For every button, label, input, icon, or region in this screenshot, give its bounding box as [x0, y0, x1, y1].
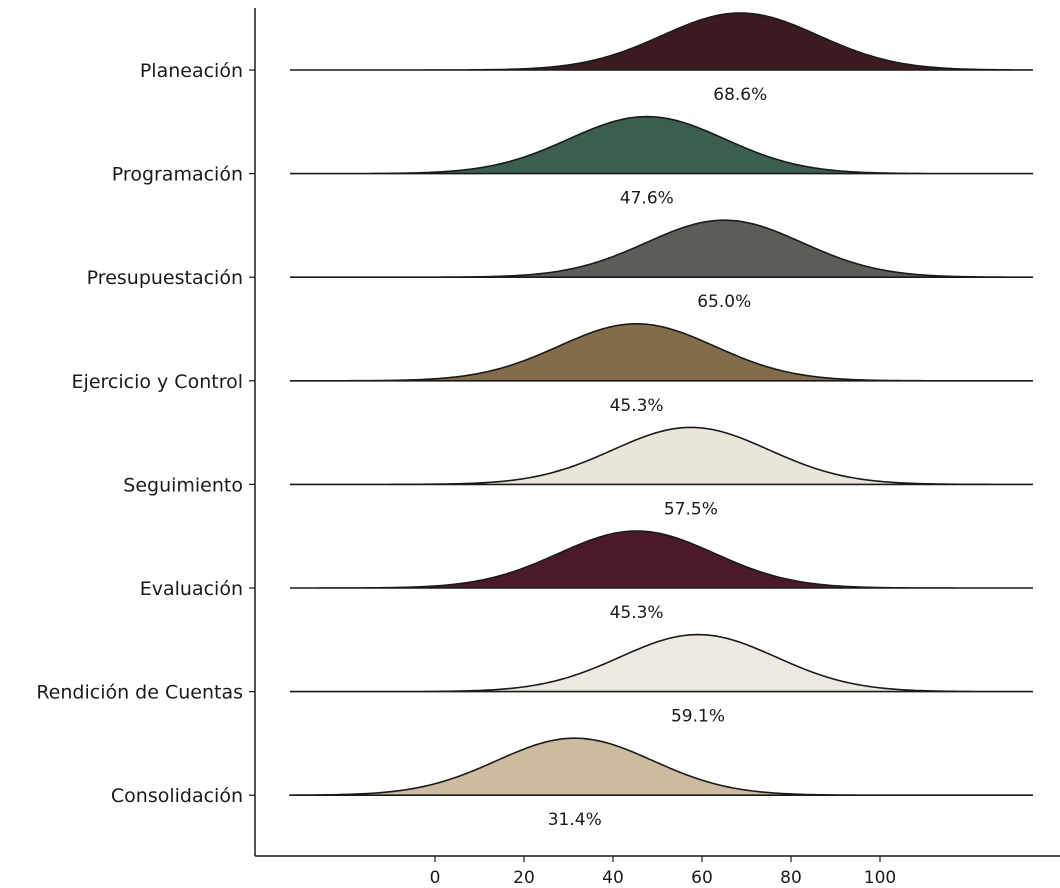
- x-tick-label-20: 20: [513, 868, 535, 888]
- x-axis-ticks: 0 20 40 60 80 100: [430, 856, 896, 888]
- ridge-ejercicio-y-control: [290, 323, 1033, 382]
- x-tick-label-0: 0: [430, 868, 441, 888]
- category-label-presupuestacion: Presupuestación: [87, 267, 243, 289]
- category-label-programacion: Programación: [112, 164, 243, 186]
- ridge-programacion: [290, 115, 1033, 175]
- value-label-evaluacion: 45.3%: [610, 603, 664, 623]
- value-label-presupuestacion: 65.0%: [697, 292, 751, 312]
- category-label-planeacion: Planeación: [140, 60, 243, 82]
- ridge-evaluacion: [290, 530, 1033, 589]
- category-label-rendicion-de-cuentas: Rendición de Cuentas: [36, 682, 243, 704]
- x-tick-label-80: 80: [780, 868, 802, 888]
- category-label-consolidacion: Consolidación: [111, 785, 243, 807]
- value-label-rendicion-de-cuentas: 59.1%: [671, 707, 725, 727]
- x-tick-label-100: 100: [864, 868, 896, 888]
- value-label-planeacion: 68.6%: [713, 85, 767, 105]
- value-label-consolidacion: 31.4%: [548, 810, 602, 830]
- ridge-presupuestacion: [290, 219, 1034, 278]
- ridges-layer: [289, 12, 1034, 796]
- value-label-programacion: 47.6%: [620, 189, 674, 209]
- category-label-ejercicio-y-control: Ejercicio y Control: [72, 371, 243, 393]
- value-label-ejercicio-y-control: 45.3%: [610, 396, 664, 416]
- ridge-consolidacion: [289, 737, 1033, 796]
- y-axis-labels: Planeación Programación Presupuestación Eje…: [36, 60, 255, 807]
- x-tick-label-60: 60: [691, 868, 713, 888]
- ridge-seguimiento: [290, 426, 1033, 486]
- category-label-seguimiento: Seguimiento: [123, 474, 243, 496]
- ridge-planeacion: [290, 12, 1034, 71]
- value-labels: 68.6% 47.6% 65.0% 45.3% 57.5% 45.3% 59.1% 31.4%: [548, 85, 768, 830]
- category-label-evaluacion: Evaluación: [140, 578, 243, 600]
- value-label-seguimiento: 57.5%: [664, 499, 718, 519]
- x-tick-label-40: 40: [602, 868, 624, 888]
- ridge-rendicion-de-cuentas: [290, 633, 1034, 693]
